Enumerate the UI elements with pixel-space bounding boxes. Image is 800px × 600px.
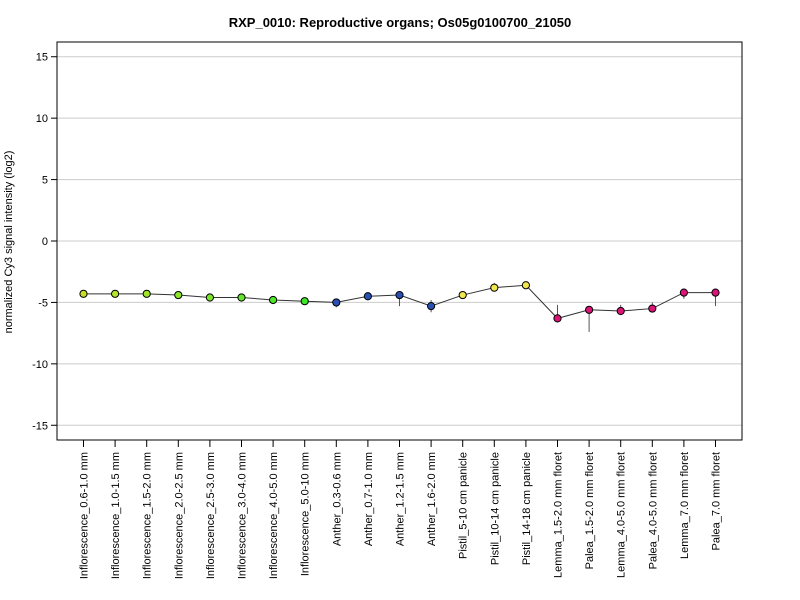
y-axis-label: normalized Cy3 signal intensity (log2) xyxy=(3,151,15,334)
plot-frame xyxy=(56,41,743,441)
data-point xyxy=(458,290,467,300)
data-point xyxy=(427,302,436,311)
x-tick-label: Palea_7.0 mm floret xyxy=(711,452,723,550)
x-tick-label: Inflorescence_2.0-2.5 mm xyxy=(173,452,185,579)
data-point xyxy=(142,289,151,298)
series-expression xyxy=(79,281,720,332)
data-point xyxy=(616,306,625,316)
x-tick-label: Inflorescence_0.6-1.0 mm xyxy=(79,452,91,579)
data-point xyxy=(205,293,214,302)
x-tick-label: Inflorescence_5.0-10 mm xyxy=(300,452,312,576)
x-tick-label: Inflorescence_2.5-3.0 mm xyxy=(205,452,217,579)
x-tick-label: Inflorescence_1.0-1.5 mm xyxy=(110,452,122,579)
x-tick-label: Pistil_10-14 cm panicle xyxy=(489,452,501,565)
x-tick-label: Anther_1.2-1.5 mm xyxy=(395,452,407,546)
x-axis: Inflorescence_0.6-1.0 mm Inflorescence_1.… xyxy=(79,440,723,579)
x-tick-label: Pistil_5-10 cm panicle xyxy=(458,452,470,559)
data-point xyxy=(490,283,499,292)
x-tick-label: Inflorescence_3.0-4.0 mm xyxy=(237,452,249,579)
data-point xyxy=(300,297,309,306)
data-point xyxy=(269,295,278,305)
data-point xyxy=(174,290,183,300)
y-tick-label: -10 xyxy=(32,359,48,371)
y-tick-label: -5 xyxy=(38,297,48,309)
data-point xyxy=(521,281,531,290)
data-point xyxy=(237,293,246,302)
data-point xyxy=(111,289,120,298)
x-tick-label: Palea_4.0-5.0 mm floret xyxy=(647,452,659,569)
x-tick-label: Pistil_14-18 cm panicle xyxy=(521,452,533,565)
x-tick-label: Inflorescence_1.5-2.0 mm xyxy=(142,452,154,579)
y-tick-label: 10 xyxy=(36,113,48,125)
data-point xyxy=(679,288,689,297)
x-tick-label: Inflorescence_4.0-5.0 mm xyxy=(268,452,280,579)
x-tick-label: Anther_0.3-0.6 mm xyxy=(331,452,343,546)
x-tick-label: Anther_1.6-2.0 mm xyxy=(426,452,438,546)
data-point xyxy=(553,314,562,323)
chart-title: RXP_0010: Reproductive organs; Os05g0100… xyxy=(229,15,572,30)
x-tick-label: Palea_1.5-2.0 mm floret xyxy=(584,452,596,569)
x-tick-label: Lemma_7.0 mm floret xyxy=(679,452,691,559)
data-point xyxy=(79,289,88,298)
data-point xyxy=(711,288,720,297)
y-tick-label: 15 xyxy=(36,52,48,64)
data-point xyxy=(395,290,404,300)
data-point xyxy=(585,305,594,314)
x-tick-label: Lemma_4.0-5.0 mm floret xyxy=(616,452,628,578)
y-tick-label: 0 xyxy=(42,236,48,248)
data-point xyxy=(648,304,657,313)
data-point xyxy=(363,292,372,301)
gridlines xyxy=(57,56,742,426)
data-point xyxy=(332,298,341,307)
y-tick-label: -15 xyxy=(32,420,48,432)
x-tick-label: Anther_0.7-1.0 mm xyxy=(363,452,375,546)
y-tick-label: 5 xyxy=(42,175,48,187)
y-axis: -15 -10 -5 0 5 10 15 xyxy=(32,52,57,432)
x-tick-label: Lemma_1.5-2.0 mm floret xyxy=(553,452,565,578)
